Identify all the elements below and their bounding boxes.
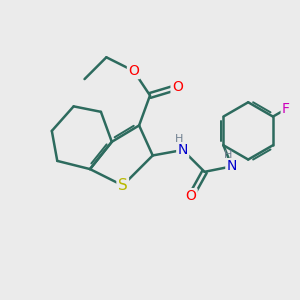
Text: S: S [118, 178, 128, 193]
Text: O: O [172, 80, 183, 94]
Text: O: O [128, 64, 139, 78]
Text: H: H [224, 150, 232, 160]
Text: H: H [174, 134, 183, 143]
Text: F: F [282, 102, 290, 116]
Text: N: N [178, 143, 188, 157]
Text: O: O [185, 189, 196, 203]
Text: N: N [226, 159, 237, 173]
